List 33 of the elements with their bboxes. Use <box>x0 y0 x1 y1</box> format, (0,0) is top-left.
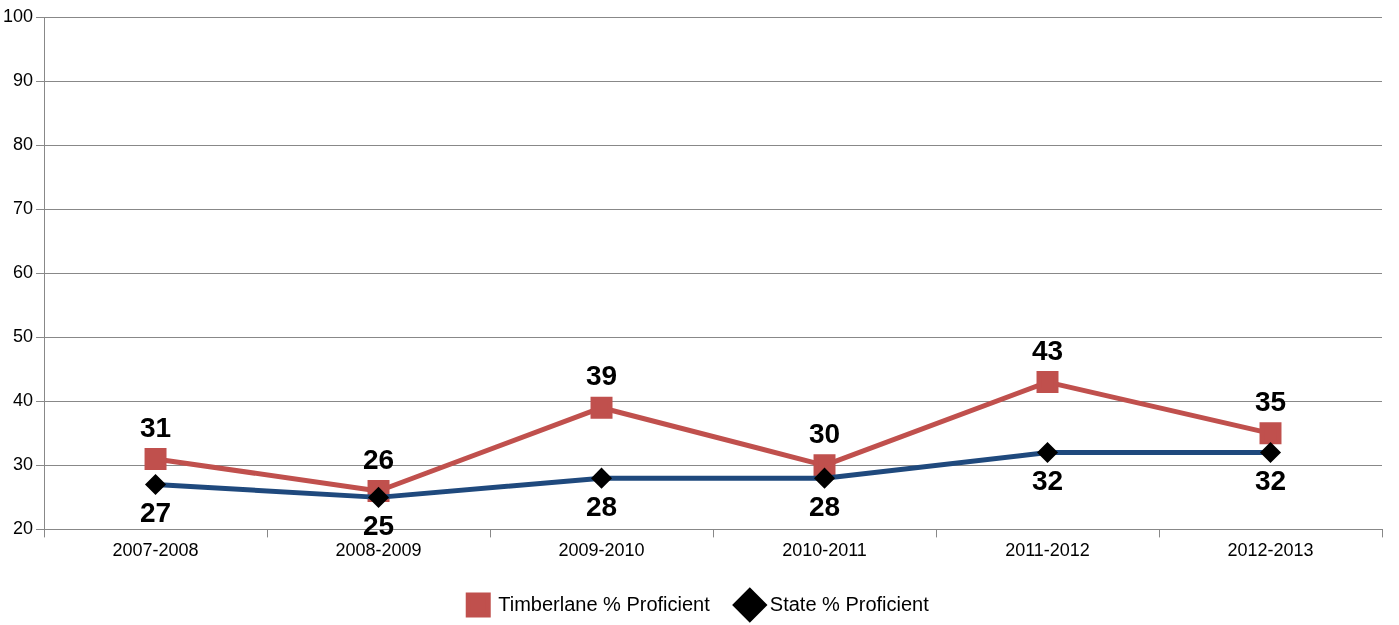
data-label: 31 <box>139 411 172 443</box>
point <box>144 447 167 470</box>
x-tick-label: 2009-2010 <box>558 540 645 561</box>
y-tick-label: 40 <box>13 390 34 411</box>
y-tick-label: 50 <box>13 326 34 347</box>
point <box>1036 371 1059 394</box>
x-tick-label: 2010-2011 <box>782 540 867 561</box>
y-tick-label: 60 <box>13 262 34 283</box>
x-tick-label: 2008-2009 <box>335 540 422 561</box>
data-label: 32 <box>1254 465 1287 497</box>
legend-label: Timberlane % Proficient <box>498 592 711 615</box>
data-label: 43 <box>1031 334 1064 366</box>
point <box>590 396 613 419</box>
y-tick-label: 80 <box>13 134 34 155</box>
data-label: 28 <box>808 490 841 522</box>
y-tick-label: 70 <box>13 198 34 219</box>
y-tick-label: 100 <box>2 5 34 26</box>
data-label: 27 <box>139 497 172 529</box>
y-tick-label: 20 <box>13 518 34 539</box>
data-label: 35 <box>1254 386 1287 418</box>
data-label: 39 <box>585 360 618 392</box>
x-tick-label: 2007-2008 <box>112 540 199 561</box>
data-label: 28 <box>585 490 618 522</box>
point <box>1259 422 1282 445</box>
legend-label: State % Proficient <box>769 592 930 615</box>
x-tick-label: 2011-2012 <box>1005 540 1090 561</box>
data-label: 32 <box>1031 465 1064 497</box>
data-label: 30 <box>808 418 841 450</box>
data-label: 26 <box>362 443 395 475</box>
y-tick-label: 90 <box>13 70 34 91</box>
data-label: 25 <box>362 510 395 542</box>
y-tick-label: 30 <box>13 454 34 475</box>
x-tick-label: 2012-2013 <box>1227 540 1314 561</box>
